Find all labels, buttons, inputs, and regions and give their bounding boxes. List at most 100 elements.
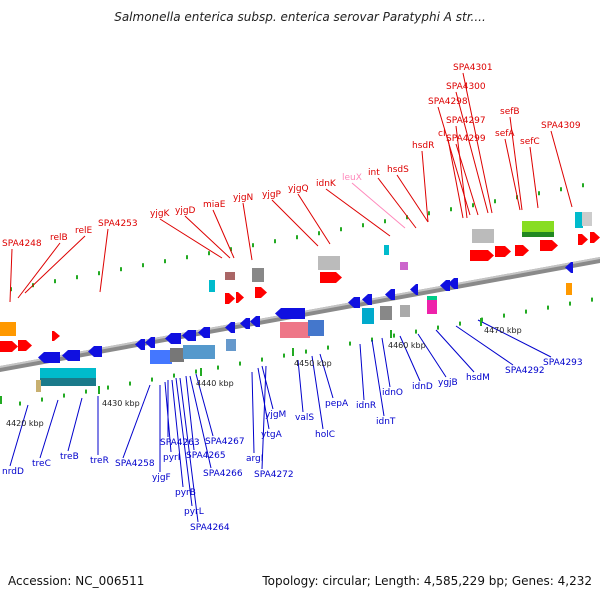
upper-leader-line	[455, 125, 468, 219]
lower-leader-line	[417, 333, 447, 378]
forward-gene-labels: SPA4248 relB relE SPA4253 yjgK yjgD miaE yjgN yj…	[2, 63, 581, 249]
upper-tick-dot	[406, 215, 408, 220]
forward-gene-arrow	[515, 245, 529, 256]
upper-leader-line	[550, 130, 573, 208]
upper-tick-dot	[428, 211, 430, 216]
lower-leader-line	[39, 399, 59, 459]
upper-gene-label: SPA4298	[428, 97, 468, 107]
scale-label: 4460 kbp	[388, 341, 426, 350]
upper-gene-label: hsdS	[387, 165, 409, 175]
lower-leader-line	[251, 371, 255, 454]
gene-features	[0, 212, 600, 392]
lower-tick-dot	[129, 381, 131, 386]
reverse-gene-arrow	[440, 280, 450, 291]
lower-leader-line	[9, 404, 29, 467]
upper-gene-label: yjgQ	[288, 184, 309, 194]
upper-tick-dot	[98, 271, 100, 276]
scale-tick	[98, 386, 100, 394]
lower-tick-dot	[371, 337, 373, 342]
forward-gene-arrow	[578, 234, 588, 245]
lower-gene-label: pepA	[325, 399, 349, 409]
forward-gene-arrow	[540, 240, 558, 251]
reverse-gene-arrow	[225, 322, 235, 333]
lower-gene-label: yjgM	[265, 410, 286, 420]
upper-gene-label: idnK	[316, 179, 337, 189]
upper-gene-label: hsdR	[412, 141, 434, 151]
lower-tick-dot	[349, 341, 351, 346]
gene-box	[318, 256, 340, 270]
lower-gene-label: pyrB	[175, 488, 196, 498]
upper-gene-label: SPA4300	[446, 82, 486, 92]
lower-tick-dot	[107, 385, 109, 390]
upper-tick-dot	[252, 243, 254, 248]
upper-tick-dot	[186, 255, 188, 260]
reverse-gene-arrow	[565, 262, 573, 273]
upper-tick-dot	[230, 247, 232, 252]
scale-tick	[390, 330, 392, 338]
lower-gene-label: treR	[90, 456, 109, 466]
lower-leader-line	[122, 384, 151, 459]
gene-box	[40, 368, 96, 378]
upper-gene-label: yjgP	[262, 190, 282, 200]
scale-label: 4470 kbp	[484, 326, 522, 335]
upper-gene-label: miaE	[203, 200, 226, 210]
lower-tick-dot	[217, 365, 219, 370]
lower-leader-line	[261, 365, 267, 470]
lower-gene-label: idnD	[412, 382, 433, 392]
lower-tick-dot	[327, 345, 329, 350]
gene-box	[226, 339, 236, 351]
lower-leader-line	[455, 325, 514, 366]
genome-title: Salmonella enterica subsp. enterica sero…	[114, 10, 486, 24]
gene-box	[225, 272, 235, 280]
upper-tick-dot	[142, 263, 144, 268]
lower-gene-label: ygjB	[438, 378, 458, 388]
scale-label: 4430 kbp	[102, 399, 140, 408]
accession-label: Accession: NC_006511	[8, 574, 145, 588]
reverse-gene-arrow	[88, 346, 102, 357]
scale-tick	[0, 396, 2, 404]
tick-dots	[10, 183, 593, 406]
upper-tick-dot	[582, 183, 584, 188]
upper-leader-line	[325, 188, 391, 237]
reverse-gene-arrow	[385, 289, 395, 300]
lower-tick-dot	[569, 301, 571, 306]
upper-leader-line	[99, 228, 109, 293]
upper-tick-dot	[472, 203, 474, 208]
gene-box	[36, 380, 41, 392]
scale-labels: 4420 kbp 4430 kbp 4440 kbp 4450 kbp 4460 kbp…	[0, 318, 522, 428]
scale-tick	[480, 318, 482, 326]
gene-box	[150, 350, 172, 364]
upper-gene-label: SPA4297	[446, 116, 486, 126]
lower-leader-line	[171, 379, 184, 488]
upper-leader-line	[396, 174, 429, 223]
lower-leader-line	[371, 339, 385, 417]
upper-tick-dot	[362, 223, 364, 228]
upper-tick-dot	[120, 267, 122, 272]
lower-tick-dot	[525, 309, 527, 314]
lower-gene-label: hsdM	[466, 373, 490, 383]
lower-leader-line	[319, 353, 334, 399]
upper-leader-line	[242, 202, 253, 261]
upper-leader-line	[24, 235, 86, 294]
forward-gene-arrow	[18, 340, 32, 351]
lower-gene-label: ytgA	[261, 430, 283, 440]
lower-gene-label: idnR	[356, 401, 376, 411]
upper-leader-line	[9, 248, 13, 303]
lower-leader-line	[435, 329, 475, 373]
lower-tick-dot	[19, 401, 21, 406]
lower-gene-label: SPA4293	[543, 358, 583, 368]
lower-gene-label: SPA4265	[186, 451, 226, 461]
upper-tick-dot	[450, 207, 452, 212]
lower-tick-dot	[305, 349, 307, 354]
upper-tick-dot	[340, 227, 342, 232]
reverse-gene-arrow	[145, 337, 155, 348]
lower-tick-dot	[547, 305, 549, 310]
upper-gene-label: relB	[50, 233, 68, 243]
lower-tick-dot	[393, 333, 395, 338]
reverse-gene-arrow	[410, 284, 418, 295]
upper-tick-dot	[296, 235, 298, 240]
gene-box	[183, 345, 215, 359]
upper-gene-label: SPA4253	[98, 219, 138, 229]
gene-box	[400, 305, 410, 317]
